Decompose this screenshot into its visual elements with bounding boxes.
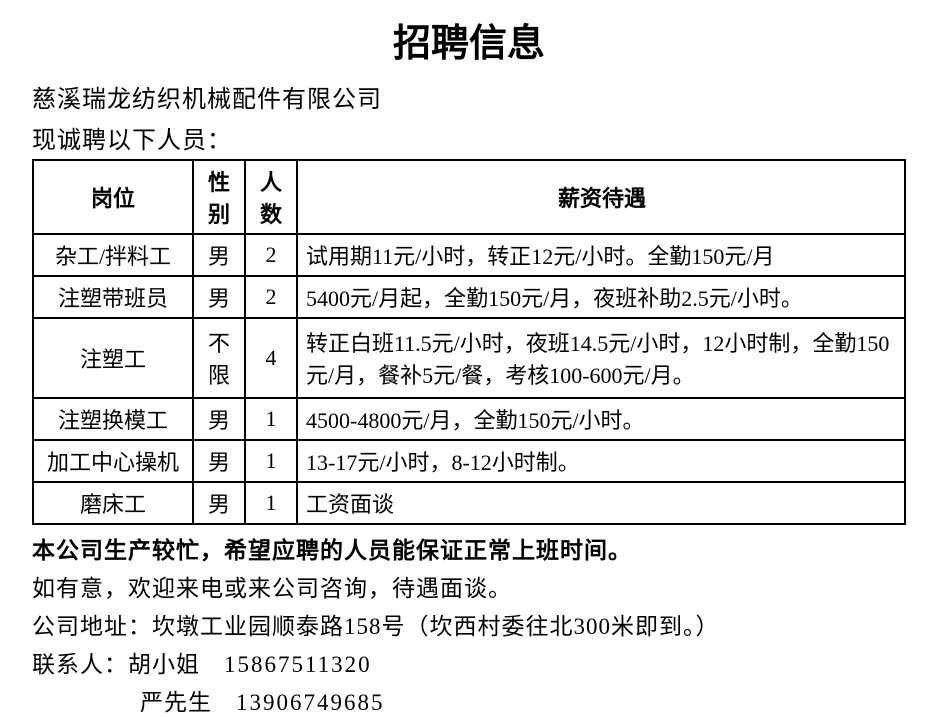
table-row: 注塑工不限4转正白班11.5元/小时，夜班14.5元/小时，12小时制，全勤15… [33,318,905,398]
cell-gender: 不限 [193,318,245,398]
cell-count: 1 [245,482,297,524]
address-value: 坎墩工业园顺泰路158号（坎西村委往北300米即到。） [152,614,720,639]
cell-position: 加工中心操机 [33,440,193,482]
cell-count: 2 [245,234,297,276]
cell-salary: 转正白班11.5元/小时，夜班14.5元/小时，12小时制，全勤150元/月，餐… [297,318,905,398]
header-salary: 薪资待遇 [297,160,905,234]
cell-salary: 试用期11元/小时，转正12元/小时。全勤150元/月 [297,234,905,276]
table-row: 注塑换模工男14500-4800元/月，全勤150元/小时。 [33,398,905,440]
table-row: 杂工/拌料工男2试用期11元/小时，转正12元/小时。全勤150元/月 [33,234,905,276]
note-invite: 如有意，欢迎来电或来公司咨询，待遇面谈。 [32,569,906,603]
cell-salary: 5400元/月起，全勤150元/月，夜班补助2.5元/小时。 [297,276,905,318]
cell-count: 2 [245,276,297,318]
cell-position: 注塑换模工 [33,398,193,440]
contact-name-2: 严先生 [140,690,212,715]
cell-gender: 男 [193,440,245,482]
contact-line-1: 联系人：胡小姐 15867511320 [32,645,906,679]
cell-gender: 男 [193,398,245,440]
table-row: 加工中心操机男113-17元/小时，8-12小时制。 [33,440,905,482]
cell-count: 4 [245,318,297,398]
table-row: 磨床工男1工资面谈 [33,482,905,524]
cell-count: 1 [245,440,297,482]
table-header-row: 岗位 性别 人数 薪资待遇 [33,160,905,234]
header-position: 岗位 [33,160,193,234]
address-line: 公司地址：坎墩工业园顺泰路158号（坎西村委往北300米即到。） [32,607,906,641]
address-label: 公司地址： [32,614,152,639]
cell-gender: 男 [193,482,245,524]
contact-phone-2: 13906749685 [236,690,385,715]
cell-position: 注塑带班员 [33,276,193,318]
header-gender: 性别 [193,160,245,234]
contact-label: 联系人： [32,652,128,677]
cell-position: 注塑工 [33,318,193,398]
table-row: 注塑带班员男25400元/月起，全勤150元/月，夜班补助2.5元/小时。 [33,276,905,318]
cell-salary: 工资面谈 [297,482,905,524]
cell-gender: 男 [193,234,245,276]
cell-position: 杂工/拌料工 [33,234,193,276]
job-table: 岗位 性别 人数 薪资待遇 杂工/拌料工男2试用期11元/小时，转正12元/小时… [32,159,906,525]
note-bold: 本公司生产较忙，希望应聘的人员能保证正常上班时间。 [32,531,906,565]
cell-salary: 13-17元/小时，8-12小时制。 [297,440,905,482]
header-count: 人数 [245,160,297,234]
cell-position: 磨床工 [33,482,193,524]
contact-name-1: 胡小姐 [128,652,200,677]
contact-line-2: 严先生 13906749685 [32,683,906,717]
cell-salary: 4500-4800元/月，全勤150元/小时。 [297,398,905,440]
contact-phone-1: 15867511320 [224,652,372,677]
page-title: 招聘信息 [32,12,906,67]
intro-text: 现诚聘以下人员： [32,120,906,155]
company-name: 慈溪瑞龙纺织机械配件有限公司 [32,79,906,114]
cell-count: 1 [245,398,297,440]
cell-gender: 男 [193,276,245,318]
